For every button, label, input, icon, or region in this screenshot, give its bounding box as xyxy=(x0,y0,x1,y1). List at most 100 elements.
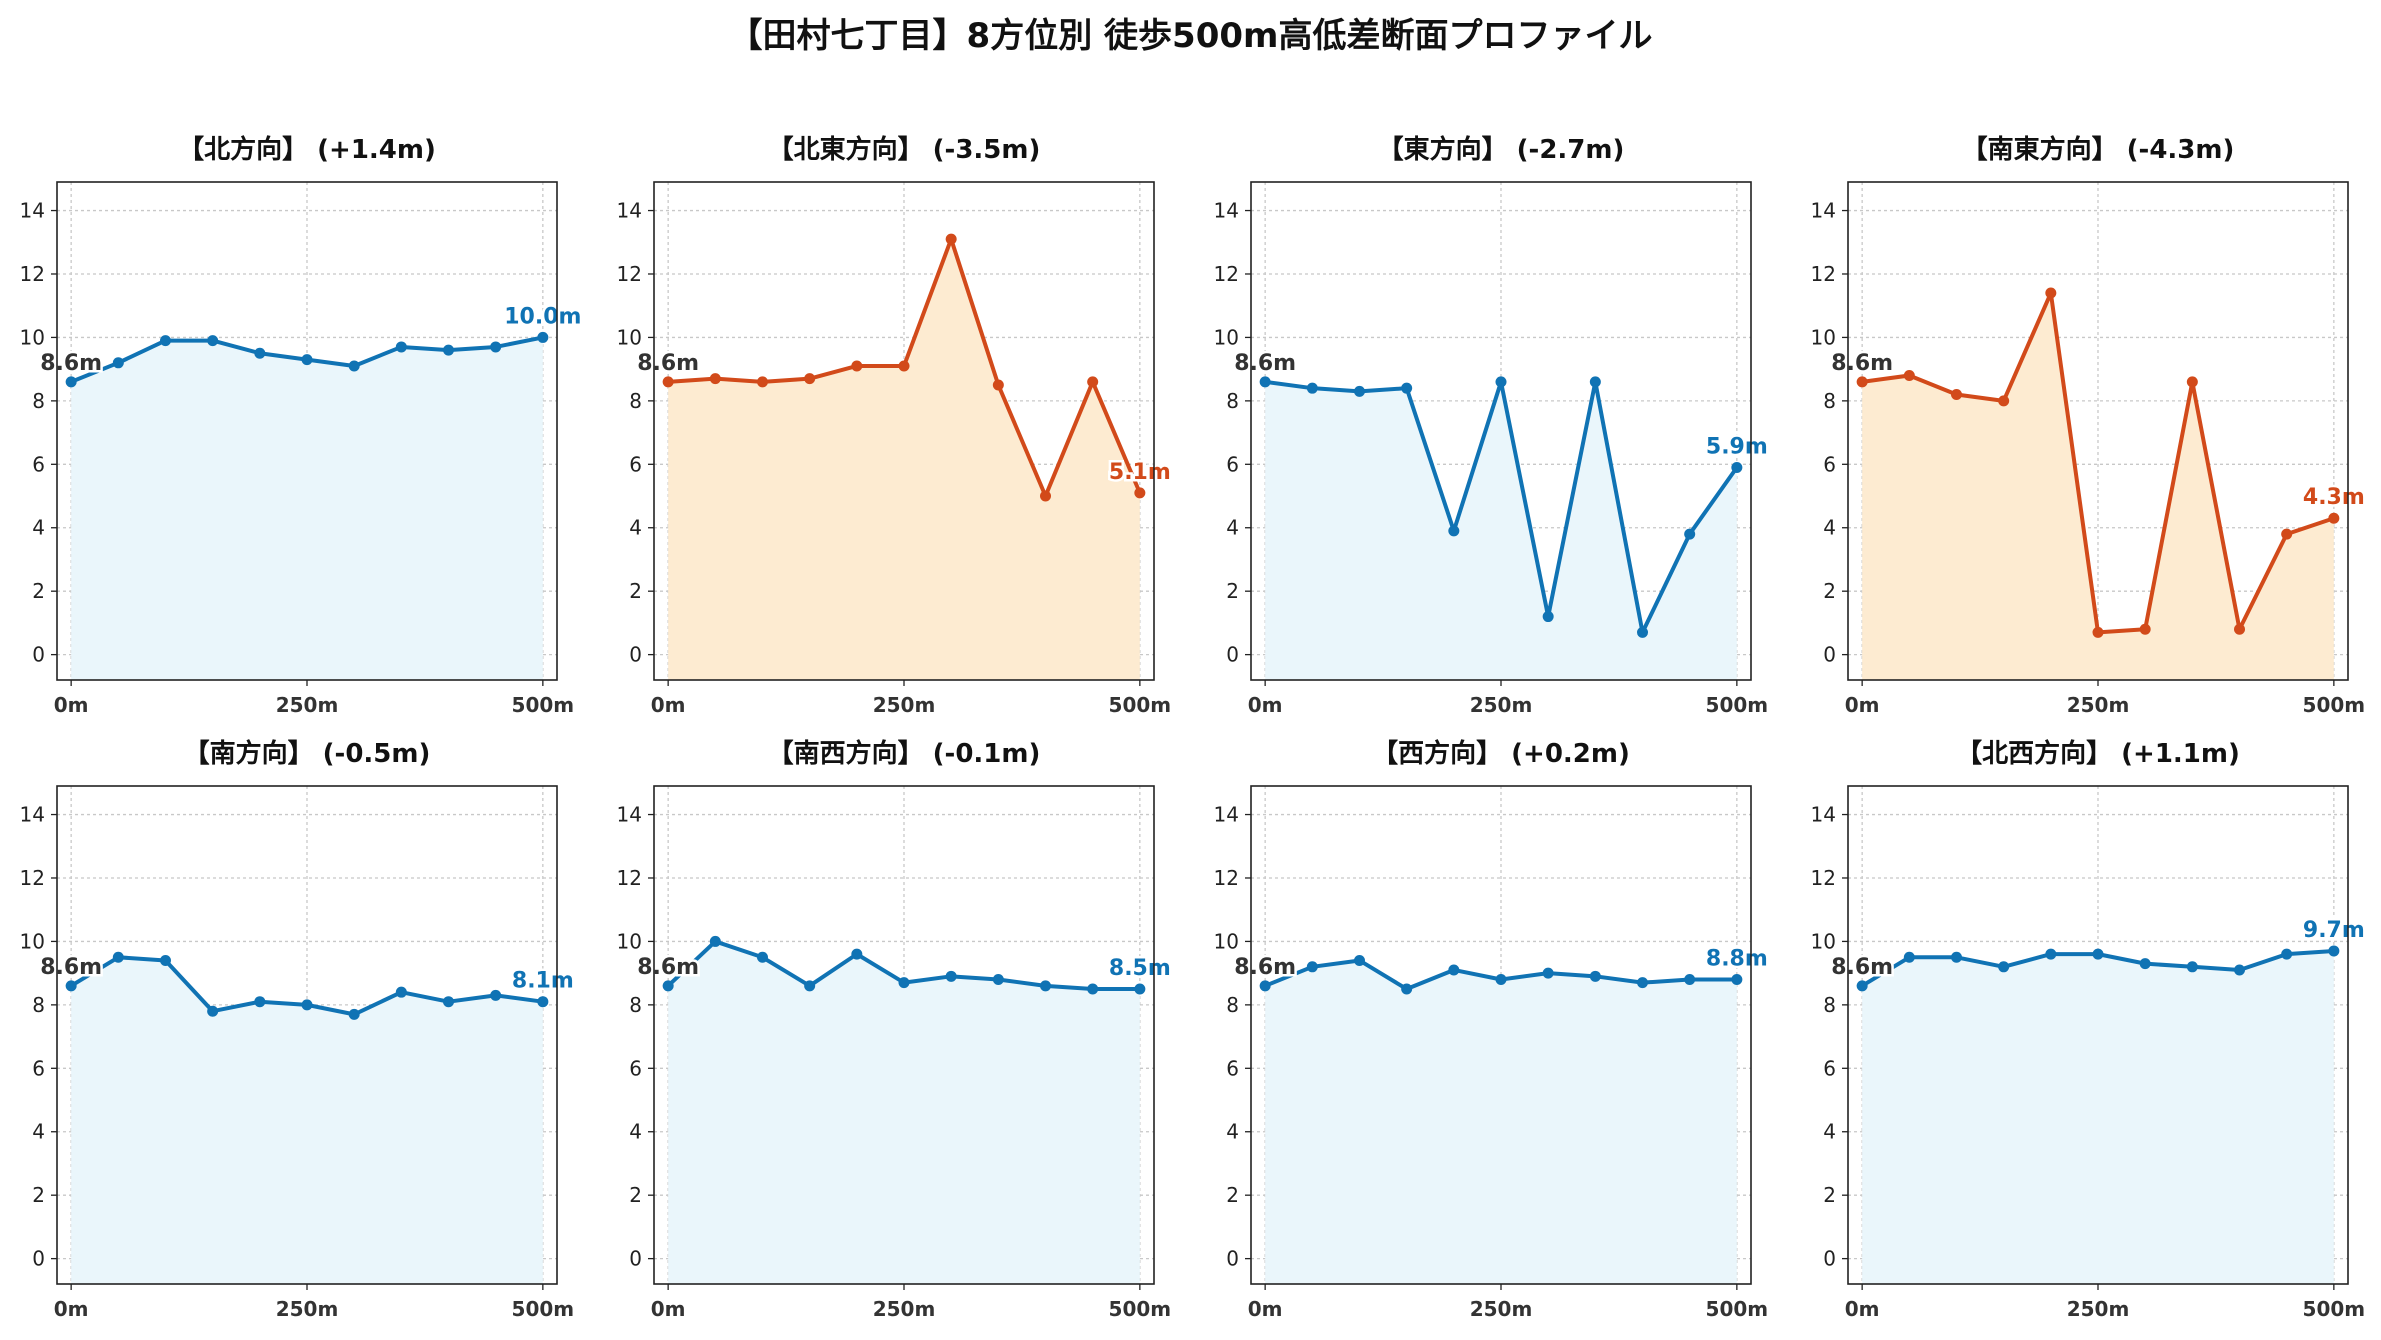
data-point xyxy=(1259,980,1271,992)
y-tick-label: 0 xyxy=(629,1247,642,1271)
y-tick-label: 14 xyxy=(20,199,45,223)
data-point xyxy=(1731,461,1743,473)
y-tick-label: 6 xyxy=(629,452,642,476)
y-tick-label: 0 xyxy=(629,643,642,667)
chart-panel-4: 【南東方向】 (-4.3m) 0 2 4 6 8 10 12 14 0m 250m 500m 8.6m 4… xyxy=(1811,134,2368,717)
data-point xyxy=(112,951,124,963)
y-tick-label: 12 xyxy=(20,262,45,286)
data-point xyxy=(662,980,674,992)
y-tick-label: 12 xyxy=(1811,262,1836,286)
panel-title: 【北方向】 (+1.4m) xyxy=(178,134,436,165)
data-point xyxy=(992,973,1004,985)
data-point xyxy=(490,989,502,1001)
y-tick-label: 2 xyxy=(629,579,642,603)
data-point xyxy=(1134,983,1146,995)
panel-title: 【北東方向】 (-3.5m) xyxy=(768,134,1041,165)
x-tick-label: 500m xyxy=(1109,1297,1172,1321)
x-tick-label: 0m xyxy=(1248,693,1283,717)
y-tick-label: 4 xyxy=(32,1120,45,1144)
y-tick-label: 10 xyxy=(20,325,45,349)
y-tick-label: 10 xyxy=(20,929,45,953)
data-point xyxy=(2092,948,2104,960)
chart-panel-1: 【北方向】 (+1.4m) 0 2 4 6 8 10 12 14 0m 250m 500m 8.6m 10… xyxy=(20,134,584,717)
x-tick-label: 500m xyxy=(1109,693,1172,717)
data-point xyxy=(2186,376,2198,388)
area-fill xyxy=(1265,381,1737,680)
data-point xyxy=(254,347,266,359)
data-point xyxy=(1542,611,1554,623)
x-tick-label: 250m xyxy=(1470,1297,1533,1321)
data-point xyxy=(1856,376,1868,388)
area-fill xyxy=(1265,960,1737,1284)
data-point xyxy=(490,341,502,353)
area-fill xyxy=(668,941,1140,1284)
y-tick-label: 4 xyxy=(629,516,642,540)
data-point xyxy=(2139,958,2151,970)
data-point xyxy=(443,996,455,1008)
x-tick-label: 500m xyxy=(2303,1297,2366,1321)
y-tick-label: 4 xyxy=(1226,1120,1239,1144)
x-tick-label: 0m xyxy=(54,693,89,717)
y-tick-label: 4 xyxy=(629,1120,642,1144)
y-tick-label: 12 xyxy=(20,866,45,890)
x-tick-label: 250m xyxy=(873,1297,936,1321)
start-elevation-label: 8.6m xyxy=(637,955,699,980)
y-tick-label: 2 xyxy=(1823,579,1836,603)
y-tick-label: 8 xyxy=(32,389,45,413)
data-point xyxy=(898,360,910,372)
x-tick-label: 500m xyxy=(2303,693,2366,717)
data-point xyxy=(443,344,455,356)
data-point xyxy=(2328,945,2340,957)
data-point xyxy=(1589,376,1601,388)
plot-frame xyxy=(653,785,1155,1285)
data-point xyxy=(348,1008,360,1020)
data-point xyxy=(2139,623,2151,635)
y-tick-label: 6 xyxy=(32,452,45,476)
y-tick-label: 10 xyxy=(1214,929,1239,953)
area-fill xyxy=(71,337,543,680)
plot-frame xyxy=(56,785,558,1285)
data-point xyxy=(1637,626,1649,638)
x-tick-label: 0m xyxy=(1248,1297,1283,1321)
end-elevation-label: 8.8m xyxy=(1706,946,1768,971)
data-point xyxy=(945,233,957,245)
y-tick-label: 6 xyxy=(1823,452,1836,476)
x-tick-label: 250m xyxy=(276,693,339,717)
data-point xyxy=(1306,382,1318,394)
data-point xyxy=(537,996,549,1008)
data-point xyxy=(1495,376,1507,388)
x-tick-label: 0m xyxy=(1845,1297,1880,1321)
data-point xyxy=(851,948,863,960)
area-fill xyxy=(1862,950,2334,1284)
end-elevation-label: 10.0m xyxy=(504,304,581,329)
data-point xyxy=(851,360,863,372)
x-tick-label: 500m xyxy=(512,693,575,717)
x-tick-label: 250m xyxy=(276,1297,339,1321)
data-point xyxy=(65,376,77,388)
x-tick-label: 250m xyxy=(2067,1297,2130,1321)
data-point xyxy=(254,996,266,1008)
panel-title: 【東方向】 (-2.7m) xyxy=(1378,134,1625,165)
x-tick-label: 0m xyxy=(651,693,686,717)
y-tick-label: 2 xyxy=(32,579,45,603)
start-elevation-label: 8.6m xyxy=(1234,351,1296,376)
data-point xyxy=(207,335,219,347)
plot-frame xyxy=(1250,785,1752,1285)
data-point xyxy=(1040,490,1052,502)
data-point xyxy=(1087,983,1099,995)
data-point xyxy=(1542,967,1554,979)
start-elevation-label: 8.6m xyxy=(40,955,102,980)
x-tick-label: 500m xyxy=(1706,1297,1769,1321)
data-point xyxy=(662,376,674,388)
data-point xyxy=(395,341,407,353)
y-tick-label: 14 xyxy=(1214,199,1239,223)
end-elevation-label: 8.1m xyxy=(512,969,574,994)
data-point xyxy=(1259,376,1271,388)
chart-panel-5: 【南方向】 (-0.5m) 0 2 4 6 8 10 12 14 0m 250m 500m 8.6m 8.… xyxy=(20,738,577,1321)
y-tick-label: 6 xyxy=(1226,1056,1239,1080)
data-point xyxy=(2234,964,2246,976)
y-tick-label: 10 xyxy=(1214,325,1239,349)
panel-title: 【南東方向】 (-4.3m) xyxy=(1962,134,2235,165)
y-tick-label: 2 xyxy=(1226,579,1239,603)
chart-panel-2: 【北東方向】 (-3.5m) 0 2 4 6 8 10 12 14 0m 250m 500m 8.6m 5… xyxy=(617,134,1174,717)
